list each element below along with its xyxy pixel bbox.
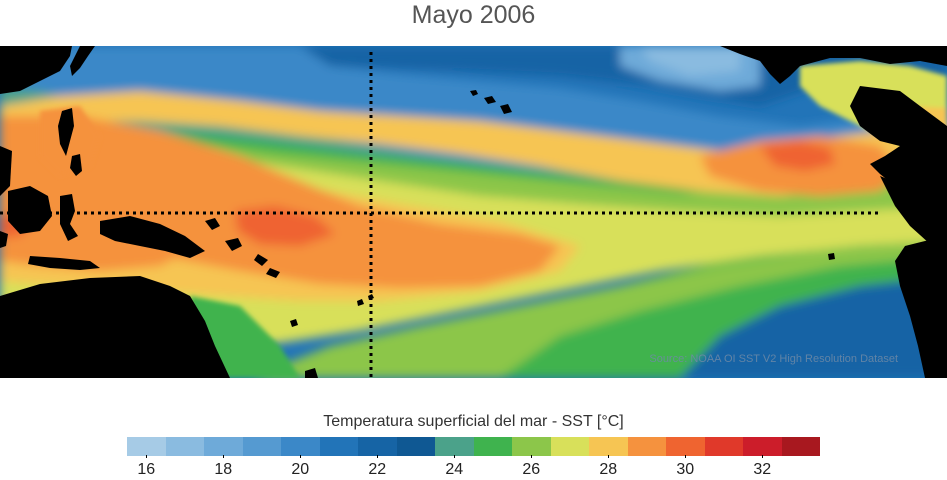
colorbar-swatch bbox=[666, 437, 705, 456]
colorbar-swatch bbox=[589, 437, 628, 456]
colorbar-tick-label: 16 bbox=[137, 461, 156, 478]
colorbar-swatch bbox=[473, 437, 512, 456]
colorbar-swatch bbox=[204, 437, 243, 456]
colorbar-tick-label: 18 bbox=[214, 461, 233, 478]
colorbar-swatch bbox=[242, 437, 281, 456]
colorbar-tick bbox=[146, 455, 147, 458]
colorbar-tick-label: 26 bbox=[522, 461, 541, 478]
sst-map: Source: NOAA OI SST V2 High Resolution D… bbox=[0, 46, 947, 378]
colorbar-swatch bbox=[165, 437, 204, 456]
colorbar-swatch bbox=[704, 437, 743, 456]
page-title: Mayo 2006 bbox=[411, 1, 536, 29]
colorbar-swatch bbox=[743, 437, 782, 456]
colorbar-tick bbox=[223, 455, 224, 458]
colorbar-tick bbox=[762, 455, 763, 458]
colorbar-tick-label: 30 bbox=[676, 461, 695, 478]
colorbar-tick bbox=[531, 455, 532, 458]
colorbar-tick bbox=[685, 455, 686, 458]
colorbar-tick-label: 24 bbox=[445, 461, 464, 478]
colorbar-tick bbox=[300, 455, 301, 458]
colorbar-swatch bbox=[358, 437, 397, 456]
colorbar-swatch bbox=[396, 437, 435, 456]
colorbar-swatch bbox=[781, 437, 820, 456]
colorbar bbox=[127, 437, 820, 456]
colorbar-swatch bbox=[435, 437, 474, 456]
colorbar-tick-label: 20 bbox=[291, 461, 310, 478]
colorbar-swatch bbox=[512, 437, 551, 456]
colorbar-swatch bbox=[319, 437, 358, 456]
colorbar-tick bbox=[608, 455, 609, 458]
colorbar-swatch bbox=[127, 437, 166, 456]
colorbar-tick-label: 28 bbox=[599, 461, 618, 478]
source-watermark: Source: NOAA OI SST V2 High Resolution D… bbox=[649, 353, 898, 365]
colorbar-tick-label: 22 bbox=[368, 461, 387, 478]
colorbar-tick bbox=[377, 455, 378, 458]
colorbar-tick bbox=[454, 455, 455, 458]
colorbar-title: Temperatura superficial del mar - SST [°… bbox=[323, 413, 624, 430]
land-masses bbox=[0, 46, 947, 378]
colorbar-swatch bbox=[550, 437, 589, 456]
sst-field: Source: NOAA OI SST V2 High Resolution D… bbox=[0, 46, 947, 378]
colorbar-swatch bbox=[281, 437, 320, 456]
colorbar-swatch bbox=[627, 437, 666, 456]
colorbar-tick-label: 32 bbox=[753, 461, 772, 478]
